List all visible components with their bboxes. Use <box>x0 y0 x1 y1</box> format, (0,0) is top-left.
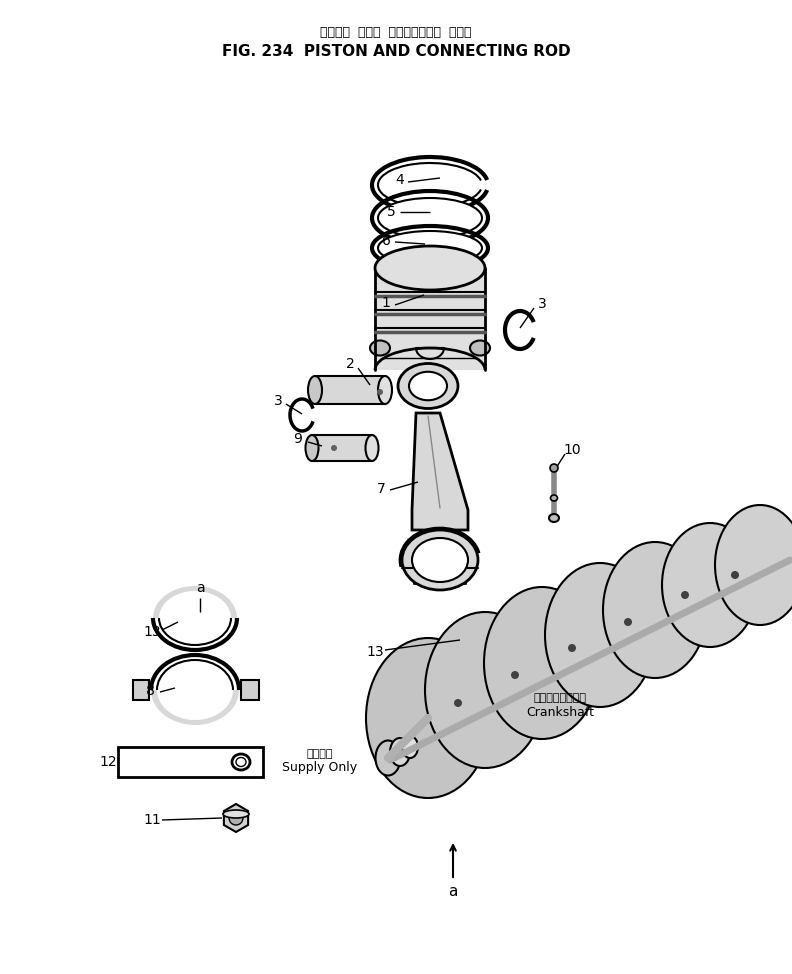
Bar <box>118 747 263 777</box>
Ellipse shape <box>665 567 705 623</box>
Ellipse shape <box>370 341 390 356</box>
Ellipse shape <box>398 363 458 408</box>
Ellipse shape <box>425 612 545 768</box>
Text: 13: 13 <box>366 645 384 659</box>
Ellipse shape <box>308 376 322 404</box>
Ellipse shape <box>549 514 559 522</box>
Text: 7: 7 <box>377 482 386 496</box>
Ellipse shape <box>409 372 447 400</box>
Ellipse shape <box>436 673 480 733</box>
Text: 11: 11 <box>143 813 161 827</box>
Ellipse shape <box>223 810 249 818</box>
Text: 2: 2 <box>345 357 354 371</box>
Circle shape <box>568 644 576 652</box>
Ellipse shape <box>306 435 318 461</box>
Ellipse shape <box>550 495 558 501</box>
Ellipse shape <box>484 587 600 739</box>
Polygon shape <box>153 586 237 618</box>
Text: Supply Only: Supply Only <box>283 762 357 774</box>
Bar <box>458 568 466 584</box>
Ellipse shape <box>365 435 379 461</box>
Ellipse shape <box>375 740 401 775</box>
Text: 4: 4 <box>396 173 405 187</box>
Polygon shape <box>412 413 468 530</box>
Circle shape <box>681 591 689 599</box>
Text: 6: 6 <box>382 234 390 248</box>
Polygon shape <box>133 680 149 700</box>
Circle shape <box>229 811 243 825</box>
Circle shape <box>454 699 462 707</box>
Ellipse shape <box>402 736 418 758</box>
Ellipse shape <box>375 246 485 290</box>
Polygon shape <box>241 680 259 700</box>
Ellipse shape <box>715 505 792 625</box>
Bar <box>414 568 422 584</box>
Ellipse shape <box>470 341 490 356</box>
Text: 1: 1 <box>382 296 390 310</box>
Text: 5: 5 <box>386 205 395 219</box>
Circle shape <box>331 445 337 451</box>
Ellipse shape <box>545 563 655 707</box>
Text: FIG. 234  PISTON AND CONNECTING ROD: FIG. 234 PISTON AND CONNECTING ROD <box>222 45 570 59</box>
Text: 3: 3 <box>538 297 546 311</box>
Text: Crankshaft: Crankshaft <box>526 705 594 719</box>
Text: ピストン  および  コネクティング  ロッド: ピストン および コネクティング ロッド <box>320 25 472 39</box>
Circle shape <box>624 618 632 626</box>
Ellipse shape <box>402 530 478 590</box>
Ellipse shape <box>552 619 592 677</box>
Bar <box>315 376 385 404</box>
Circle shape <box>550 464 558 472</box>
Ellipse shape <box>390 738 410 766</box>
Ellipse shape <box>495 647 535 703</box>
Text: 9: 9 <box>294 432 303 446</box>
Ellipse shape <box>662 523 758 647</box>
Text: 12: 12 <box>99 755 116 769</box>
Text: 8: 8 <box>146 684 154 698</box>
Ellipse shape <box>603 542 707 678</box>
Ellipse shape <box>717 550 753 600</box>
Bar <box>312 435 372 461</box>
Text: 補給専用: 補給専用 <box>307 749 333 759</box>
Text: 10: 10 <box>563 443 581 457</box>
Ellipse shape <box>412 538 468 582</box>
Polygon shape <box>224 804 248 832</box>
Circle shape <box>377 389 383 395</box>
Ellipse shape <box>366 638 490 798</box>
Circle shape <box>731 571 739 579</box>
Text: 3: 3 <box>273 394 283 408</box>
Bar <box>375 268 485 370</box>
Text: a: a <box>196 581 204 595</box>
Polygon shape <box>151 690 239 725</box>
Ellipse shape <box>609 595 647 649</box>
Ellipse shape <box>378 231 482 265</box>
Text: クランクシャフト: クランクシャフト <box>534 693 587 703</box>
Ellipse shape <box>378 198 482 238</box>
Ellipse shape <box>378 163 482 207</box>
Ellipse shape <box>378 376 392 404</box>
Text: 13: 13 <box>143 625 161 639</box>
Circle shape <box>511 671 519 679</box>
Text: a: a <box>448 884 458 900</box>
